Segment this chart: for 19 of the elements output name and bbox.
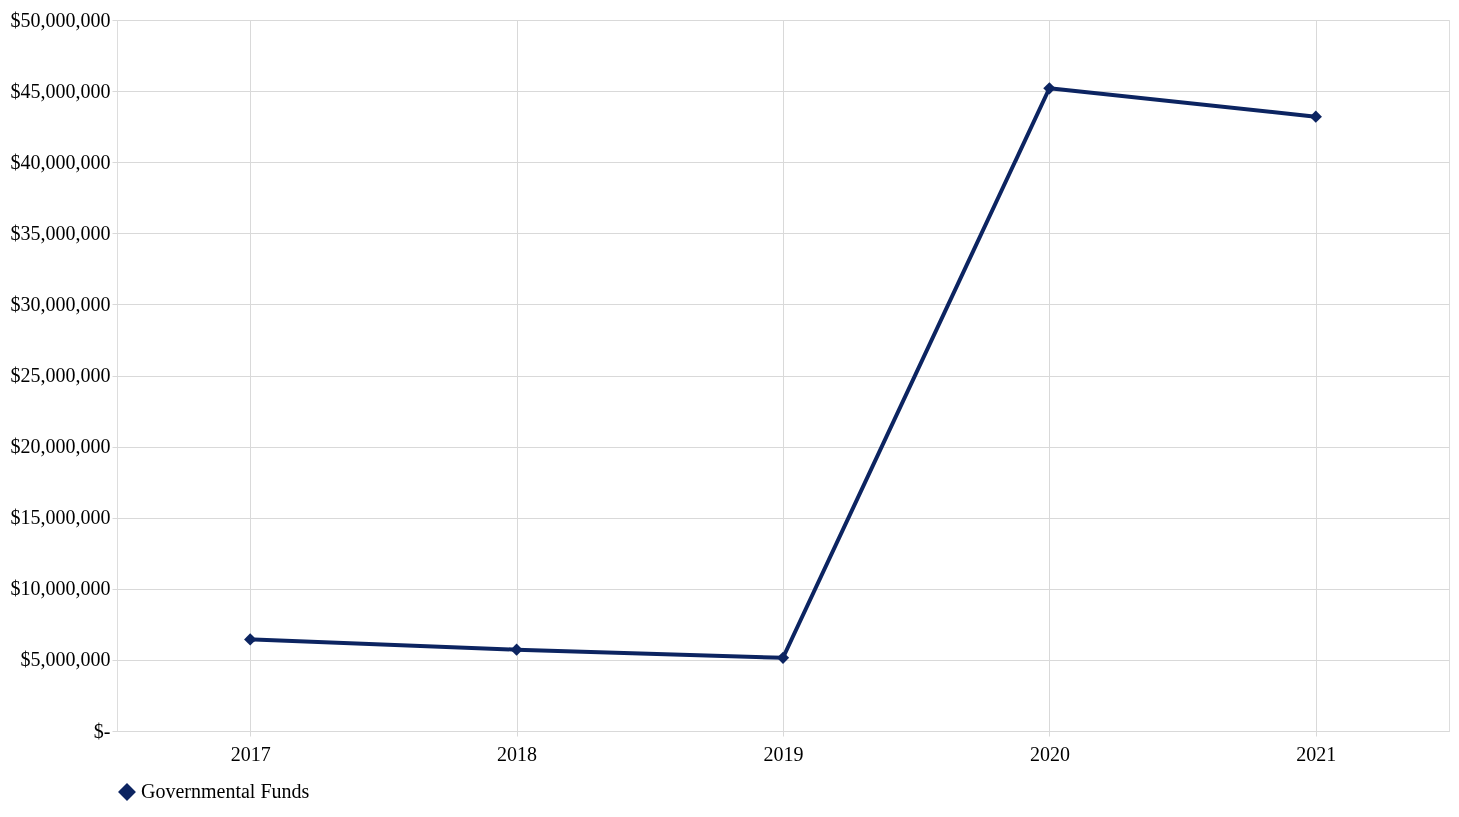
y-tick-label: $-	[93, 719, 111, 742]
x-tick-label: 2017	[230, 742, 271, 765]
y-tick-label: $20,000,000	[10, 435, 111, 458]
y-tick-label: $5,000,000	[20, 648, 111, 671]
y-tick-label: $40,000,000	[10, 150, 111, 173]
x-tick-label: 2019	[763, 742, 804, 765]
y-tick-label: $45,000,000	[10, 79, 111, 102]
y-tick-label: $25,000,000	[10, 364, 111, 386]
point	[1043, 82, 1056, 95]
y-tick-label: $10,000,000	[10, 577, 111, 600]
y-tick-label: $30,000,000	[10, 292, 111, 315]
y-tick-label: $35,000,000	[10, 221, 111, 244]
y-tick-label: $50,000,000	[10, 8, 111, 31]
x-tick-label: 2021	[1296, 742, 1337, 765]
x-tick-label: 2020	[1029, 742, 1070, 765]
legend-label: Governmental Funds	[141, 780, 310, 802]
y-tick-label: $15,000,000	[10, 506, 111, 529]
x-tick-label: 2018	[497, 742, 538, 765]
point	[776, 651, 790, 664]
